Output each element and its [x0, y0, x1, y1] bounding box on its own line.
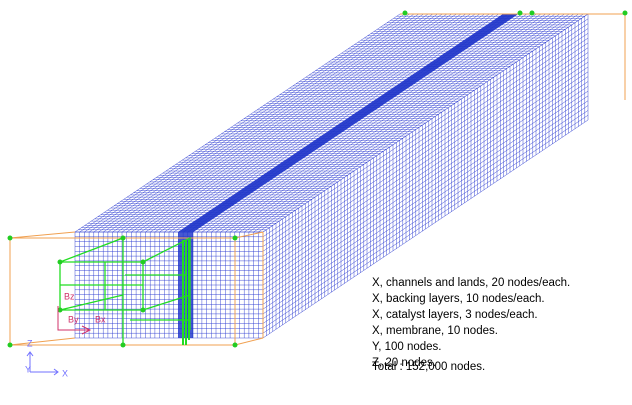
- axis-z: Z: [27, 338, 33, 348]
- node: [530, 11, 535, 16]
- node: [233, 236, 238, 241]
- node: [141, 260, 146, 265]
- by-label: By: [68, 314, 79, 324]
- membrane-lines: [183, 240, 189, 345]
- note-line: X, membrane, 10 nodes.: [372, 325, 498, 337]
- mesh-band: [178, 14, 518, 338]
- mesh: [75, 14, 588, 338]
- axis-arrows: [27, 352, 58, 375]
- node: [58, 260, 63, 265]
- mesh-lines: [75, 14, 588, 338]
- axis-x: X: [62, 368, 68, 378]
- node: [121, 236, 126, 241]
- node: [403, 11, 408, 16]
- note-line: Y, 100 nodes.: [372, 341, 442, 353]
- node: [121, 343, 126, 348]
- note-line: X, backing layers, 10 nodes/each.: [372, 293, 545, 305]
- note-line: X, catalyst layers, 3 nodes/each.: [372, 309, 538, 321]
- bx-label: Bx: [95, 314, 106, 324]
- node: [518, 11, 523, 16]
- bz-label: Bz: [64, 291, 75, 301]
- node: [233, 343, 238, 348]
- axis-y: Y: [25, 364, 31, 374]
- total-label: Total : 152,000 nodes.: [372, 361, 485, 373]
- node: [141, 308, 146, 313]
- notes: X, channels and lands, 20 nodes/each. X, …: [372, 277, 570, 369]
- note-line: X, channels and lands, 20 nodes/each.: [372, 277, 570, 289]
- node: [8, 236, 13, 241]
- node: [8, 343, 13, 348]
- axis-triad: [27, 352, 58, 375]
- mesh-diagram: Bz By Bx Z Y X X, channels and lands, 20…: [0, 0, 632, 405]
- node: [623, 11, 628, 16]
